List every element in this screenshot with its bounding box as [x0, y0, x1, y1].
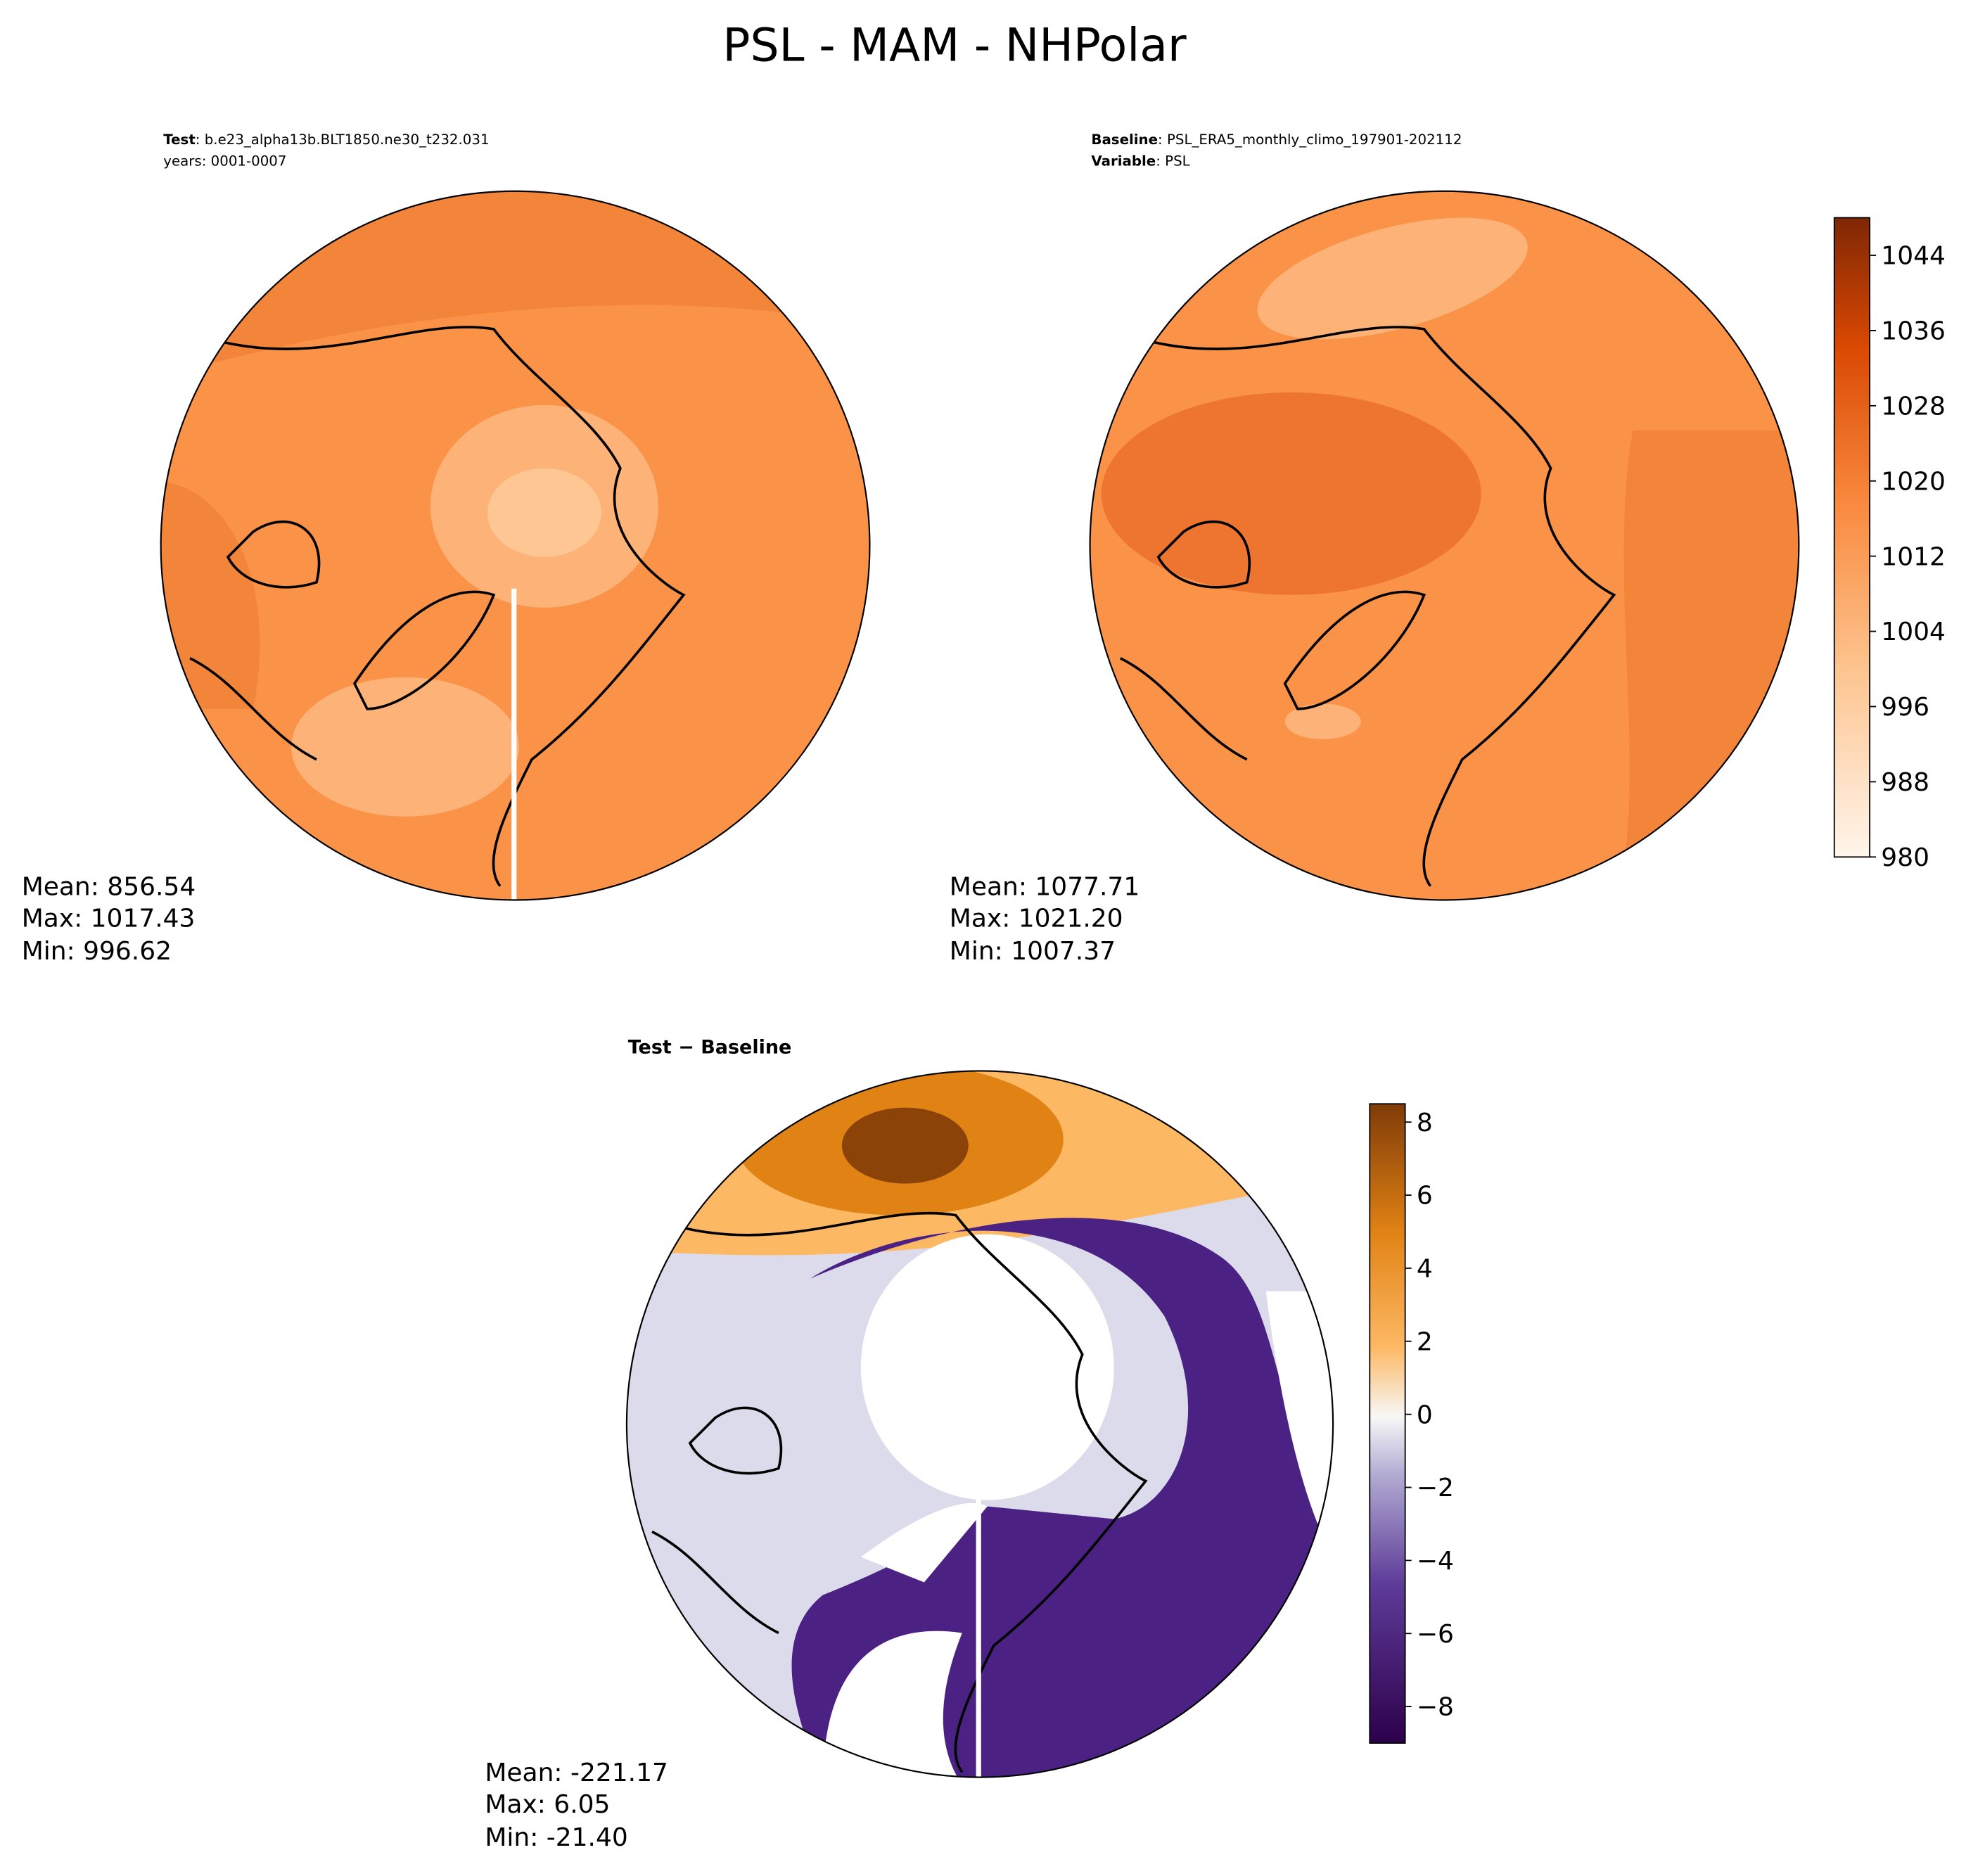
colorbar-tick-label: −8 [1417, 1693, 1454, 1722]
header-line: Variable: PSL [1091, 153, 1189, 170]
stat: Mean: 1077.71 [950, 872, 1140, 901]
stat: Mean: -221.17 [485, 1759, 668, 1787]
colorbar-tick-label: 988 [1881, 768, 1929, 797]
stat: Min: 996.62 [22, 937, 172, 966]
colorbar-tick-label: 996 [1881, 693, 1929, 722]
colorbar [1369, 1103, 1406, 1744]
header-text: : PSL [1156, 153, 1189, 170]
map [160, 191, 870, 900]
colorbar-tick-label: 1028 [1881, 392, 1946, 421]
figure-title: PSL - MAM - NHPolar [722, 19, 1187, 72]
panel-header: Test: b.e23_alpha13b.BLT1850.ne30_t232.0… [163, 132, 489, 148]
stat: Min: 1007.37 [950, 937, 1116, 966]
map-border [1089, 190, 1800, 901]
header-text: : b.e23_alpha13b.BLT1850.ne30_t232.031 [196, 132, 490, 148]
header-text: : PSL_ERA5_monthly_climo_197901-202112 [1158, 132, 1462, 148]
panel-header: Baseline: PSL_ERA5_monthly_climo_197901-… [1091, 132, 1462, 148]
stat: Mean: 856.54 [22, 872, 196, 901]
panel-header: Test − Baseline [628, 1036, 792, 1058]
map [626, 1071, 1334, 1778]
colorbar-tick-label: −4 [1417, 1547, 1454, 1576]
colorbar-tick-label: 4 [1417, 1255, 1433, 1284]
colorbar-tick-label: 980 [1881, 843, 1929, 872]
stat: Min: -21.40 [485, 1823, 627, 1852]
colorbar-tick-label: 1004 [1881, 618, 1946, 646]
header-label: Test [163, 132, 196, 148]
colorbar-tick-label: −6 [1417, 1620, 1454, 1649]
colorbar-tick-label: 6 [1417, 1182, 1433, 1211]
header-line: years: 0001-0007 [163, 153, 286, 170]
header-label: Baseline [1091, 132, 1158, 148]
colorbar-tick-label: 1036 [1881, 317, 1946, 346]
colorbar-tick-label: 1020 [1881, 467, 1946, 496]
colorbar [1833, 217, 1871, 858]
map-border [625, 1070, 1334, 1778]
map [1090, 191, 1799, 900]
colorbar-tick-label: 1044 [1881, 242, 1946, 271]
header-label: Variable [1091, 153, 1156, 170]
stat: Max: 1021.20 [950, 904, 1123, 933]
stat: Max: 1017.43 [22, 904, 196, 933]
colorbar-tick-label: 8 [1417, 1109, 1433, 1137]
colorbar-tick-label: −2 [1417, 1474, 1454, 1502]
colorbar-tick-label: 2 [1417, 1327, 1433, 1356]
map-border [160, 190, 871, 901]
stat: Max: 6.05 [485, 1790, 610, 1819]
colorbar-tick-label: 1012 [1881, 542, 1946, 571]
colorbar-tick-label: 0 [1417, 1400, 1433, 1429]
